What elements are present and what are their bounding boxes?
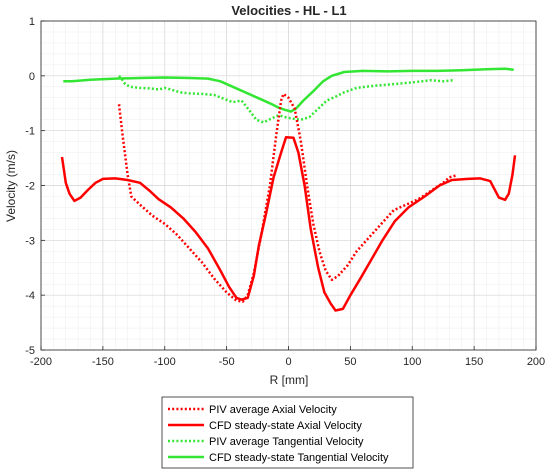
x-tick-label: -150 (92, 356, 114, 368)
y-tick-label: -1 (25, 126, 35, 138)
y-tick-label: 1 (29, 16, 35, 28)
series-line-4 (63, 67, 514, 113)
x-tick-label: -100 (154, 356, 176, 368)
ticks: -200 -150 -100 -50 0 50 100 150 200 1 0 -1 -2 -3 -4 -5 (25, 16, 545, 368)
x-tick-label: 150 (465, 356, 483, 368)
series-line-1 (117, 92, 456, 303)
x-tick-label: 50 (344, 356, 356, 368)
legend-label-1: PIV average Axial Velocity (209, 404, 337, 416)
x-tick-label: 0 (285, 356, 291, 368)
y-tick-label: -2 (25, 181, 35, 193)
series-line-3 (118, 74, 454, 124)
y-tick-label: 0 (29, 71, 35, 83)
chart-title: Velocities - HL - L1 (231, 3, 346, 18)
x-tick-label: -200 (30, 356, 52, 368)
legend-label-2: CFD steady-state Axial Velocity (209, 420, 362, 432)
x-tick-label: -50 (219, 356, 235, 368)
legend: PIV average Axial Velocity CFD steady-sta… (161, 396, 414, 469)
y-axis-label: Velocity (m/s) (4, 150, 18, 222)
series-layer (60, 67, 517, 312)
x-tick-label: 200 (527, 356, 545, 368)
legend-label-3: PIV average Tangential Velocity (209, 436, 364, 448)
y-tick-label: -5 (25, 345, 35, 357)
y-tick-label: -3 (25, 235, 35, 247)
legend-label-4: CFD steady-state Tangential Velocity (209, 452, 389, 464)
y-tick-label: -4 (25, 290, 35, 302)
x-tick-label: 100 (403, 356, 421, 368)
x-axis-label: R [mm] (270, 373, 309, 387)
